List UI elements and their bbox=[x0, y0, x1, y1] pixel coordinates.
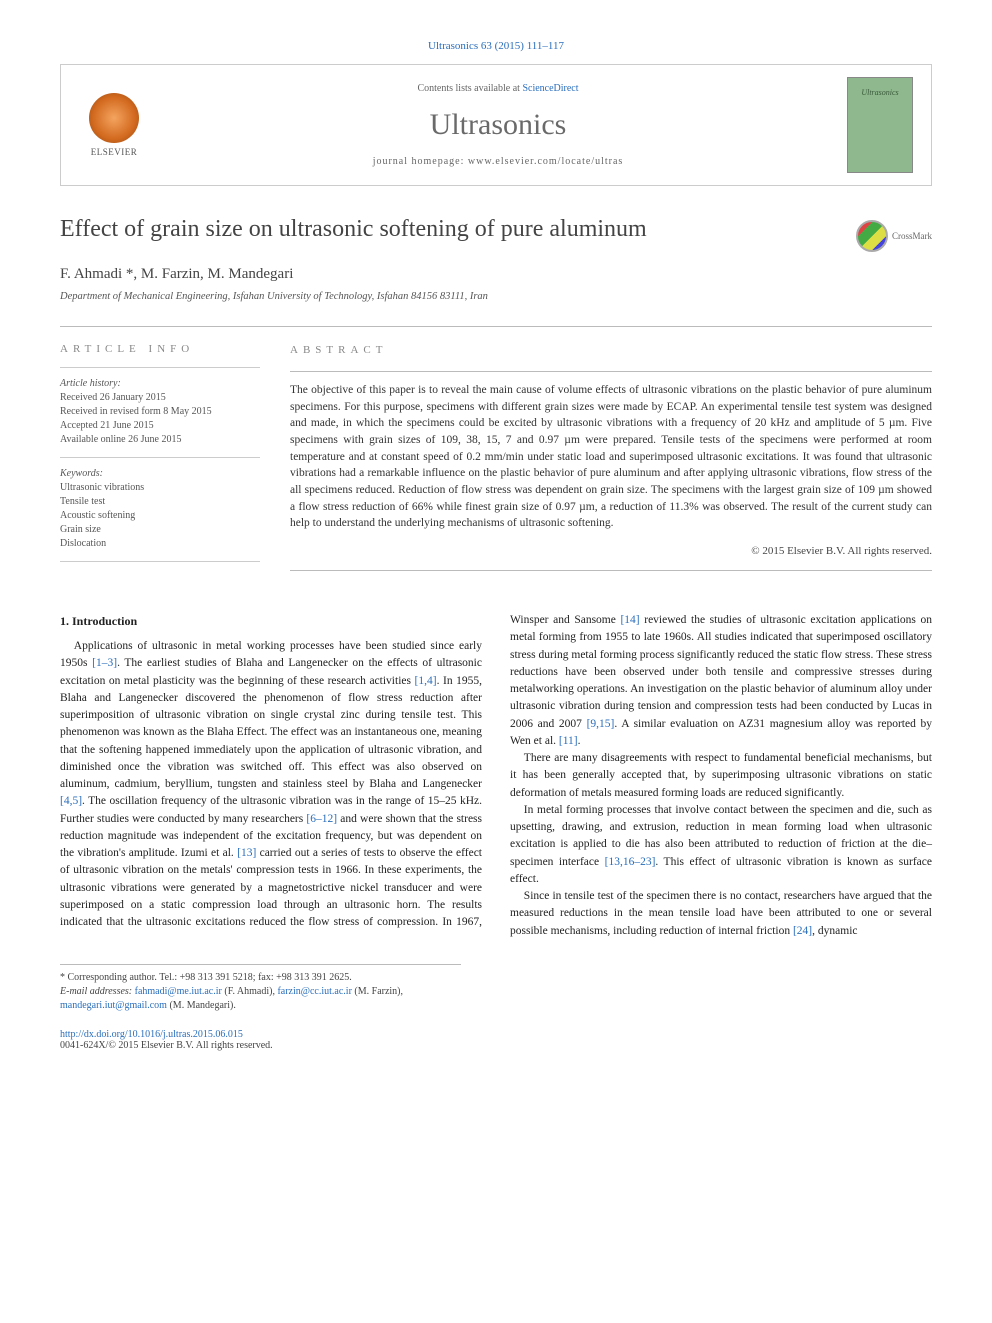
crossmark-badge[interactable]: CrossMark bbox=[856, 220, 932, 252]
sciencedirect-link[interactable]: ScienceDirect bbox=[522, 83, 578, 94]
revised-date: Received in revised form 8 May 2015 bbox=[60, 405, 260, 419]
homepage-url[interactable]: www.elsevier.com/locate/ultras bbox=[468, 156, 623, 167]
ref-link[interactable]: [6–12] bbox=[306, 813, 337, 825]
elsevier-tree-icon bbox=[89, 93, 139, 143]
ref-link[interactable]: [13] bbox=[237, 847, 256, 859]
abstract: abstract The objective of this paper is … bbox=[290, 343, 932, 572]
paragraph: In metal forming processes that involve … bbox=[510, 802, 932, 888]
corresponding-author: * Corresponding author. Tel.: +98 313 39… bbox=[60, 971, 461, 985]
journal-name: Ultrasonics bbox=[169, 108, 827, 142]
footnotes: * Corresponding author. Tel.: +98 313 39… bbox=[60, 964, 461, 1013]
authors: F. Ahmadi *, M. Farzin, M. Mandegari bbox=[60, 266, 932, 283]
history-label: Article history: bbox=[60, 378, 260, 389]
online-date: Available online 26 June 2015 bbox=[60, 433, 260, 447]
paragraph: There are many disagreements with respec… bbox=[510, 750, 932, 802]
journal-citation: Ultrasonics 63 (2015) 111–117 bbox=[60, 40, 932, 52]
keyword: Ultrasonic vibrations bbox=[60, 481, 260, 495]
received-date: Received 26 January 2015 bbox=[60, 391, 260, 405]
ref-link[interactable]: [14] bbox=[620, 614, 639, 626]
keyword: Dislocation bbox=[60, 537, 260, 551]
email-link[interactable]: mandegari.iut@gmail.com bbox=[60, 1000, 167, 1011]
article-title: Effect of grain size on ultrasonic softe… bbox=[60, 216, 836, 243]
ref-link[interactable]: [1,4] bbox=[415, 675, 437, 687]
keyword: Tensile test bbox=[60, 495, 260, 509]
abstract-text: The objective of this paper is to reveal… bbox=[290, 382, 932, 532]
affiliation: Department of Mechanical Engineering, Is… bbox=[60, 291, 932, 302]
ref-link[interactable]: [13,16–23] bbox=[605, 856, 656, 868]
info-heading: article info bbox=[60, 343, 260, 355]
homepage-prefix: journal homepage: bbox=[373, 156, 468, 167]
abstract-copyright: © 2015 Elsevier B.V. All rights reserved… bbox=[290, 544, 932, 560]
article-info: article info Article history: Received 2… bbox=[60, 343, 260, 572]
ref-link[interactable]: [4,5] bbox=[60, 795, 82, 807]
ref-link[interactable]: [1–3] bbox=[92, 657, 117, 669]
issn-copyright: 0041-624X/© 2015 Elsevier B.V. All right… bbox=[60, 1040, 273, 1051]
section-heading: 1. Introduction bbox=[60, 612, 482, 630]
elsevier-logo[interactable]: ELSEVIER bbox=[79, 85, 149, 165]
email-link[interactable]: farzin@cc.iut.ac.ir bbox=[277, 986, 351, 997]
elsevier-text: ELSEVIER bbox=[91, 147, 138, 157]
keyword: Grain size bbox=[60, 523, 260, 537]
doi-line: http://dx.doi.org/10.1016/j.ultras.2015.… bbox=[60, 1029, 932, 1051]
cover-thumbnail: Ultrasonics bbox=[847, 77, 913, 173]
email-link[interactable]: fahmadi@me.iut.ac.ir bbox=[135, 986, 222, 997]
homepage-line: journal homepage: www.elsevier.com/locat… bbox=[169, 156, 827, 167]
journal-header: ELSEVIER Contents lists available at Sci… bbox=[60, 64, 932, 186]
keywords-label: Keywords: bbox=[60, 468, 260, 479]
paragraph: Since in tensile test of the specimen th… bbox=[510, 888, 932, 940]
body-text: 1. Introduction Applications of ultrason… bbox=[60, 612, 932, 940]
accepted-date: Accepted 21 June 2015 bbox=[60, 419, 260, 433]
crossmark-label: CrossMark bbox=[892, 231, 932, 241]
keyword: Acoustic softening bbox=[60, 509, 260, 523]
doi-link[interactable]: http://dx.doi.org/10.1016/j.ultras.2015.… bbox=[60, 1029, 243, 1040]
abstract-heading: abstract bbox=[290, 343, 932, 359]
ref-link[interactable]: [24] bbox=[793, 925, 812, 937]
ref-link[interactable]: [11] bbox=[559, 735, 578, 747]
contents-line: Contents lists available at ScienceDirec… bbox=[169, 83, 827, 94]
crossmark-icon bbox=[856, 220, 888, 252]
ref-link[interactable]: [9,15] bbox=[587, 718, 615, 730]
email-line: E-mail addresses: fahmadi@me.iut.ac.ir (… bbox=[60, 985, 461, 1013]
contents-prefix: Contents lists available at bbox=[417, 83, 522, 94]
